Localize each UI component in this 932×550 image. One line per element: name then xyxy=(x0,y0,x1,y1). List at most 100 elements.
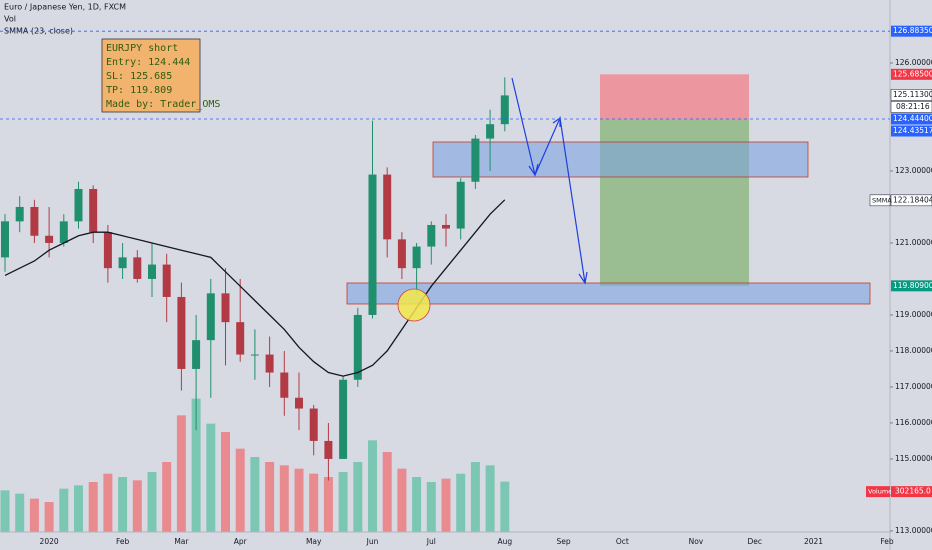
candle-body xyxy=(353,314,362,380)
volume-bar xyxy=(353,462,363,532)
volume-bar xyxy=(382,452,392,532)
x-tick-label: Sep xyxy=(557,537,571,546)
forecast-path xyxy=(511,77,586,284)
candle-body xyxy=(1,221,9,258)
volume-bar xyxy=(88,482,98,532)
volume-bar xyxy=(44,502,54,532)
price-label-bg xyxy=(891,68,932,80)
price-label: 122.184048 xyxy=(893,195,932,204)
y-tick-label: 118.000000 xyxy=(895,346,932,355)
candle-body xyxy=(250,354,259,356)
volume-bar xyxy=(368,440,377,532)
volume-bar xyxy=(323,477,333,532)
price-label-bg xyxy=(891,113,932,125)
symbol-title: Euro / Japanese Yen, 1D, FXCM xyxy=(4,3,126,12)
highlight-circle xyxy=(397,288,431,322)
candle-body xyxy=(456,181,465,229)
candle-body xyxy=(442,224,450,229)
x-tick-label: 2020 xyxy=(40,537,59,546)
price-label-bg xyxy=(891,125,932,137)
candle-body xyxy=(162,264,171,297)
note-line: Made by: Trader_OMS xyxy=(106,99,220,110)
volume-bar xyxy=(118,477,128,532)
stop-zone xyxy=(600,74,749,119)
candle-body xyxy=(486,124,495,139)
y-tick-label: 113.000000 xyxy=(895,526,932,535)
y-tick-label: 121.000000 xyxy=(895,238,932,247)
volume-bar xyxy=(412,477,422,532)
volume-bar xyxy=(250,457,260,532)
candle-body xyxy=(89,188,98,233)
volume-bar xyxy=(59,488,69,532)
volume-bar xyxy=(147,472,157,532)
candle-body xyxy=(427,224,436,247)
note-line: TP: 119.809 xyxy=(106,85,172,96)
x-tick-label: 2021 xyxy=(804,537,823,546)
candle-body xyxy=(206,293,215,341)
candle-body xyxy=(295,397,303,409)
volume-bar xyxy=(426,482,436,532)
volume-tag: Volume xyxy=(868,488,892,496)
countdown-bg xyxy=(890,101,932,113)
volume-bar xyxy=(206,423,216,532)
countdown: 08:21:16 xyxy=(896,102,930,111)
volume-bar xyxy=(309,473,319,532)
y-tick-label: 119.000000 xyxy=(895,310,932,319)
x-tick-label: Nov xyxy=(689,537,704,546)
candle-body xyxy=(397,239,406,269)
price-label-bg xyxy=(890,194,932,207)
price-label: 125.685000 xyxy=(893,69,932,78)
note-box xyxy=(101,38,201,113)
volume-bar xyxy=(397,468,407,532)
volume-bar xyxy=(103,473,113,532)
y-tick-label: 117.000000 xyxy=(895,382,932,391)
x-tick-label: Mar xyxy=(174,537,189,546)
candle-body xyxy=(221,293,230,323)
plot xyxy=(0,77,510,532)
volume-bar xyxy=(176,415,186,532)
volume-bar xyxy=(485,465,495,532)
volume-bar xyxy=(74,485,83,532)
note-line: EURJPY short xyxy=(106,43,178,54)
y-tick-label: 115.000000 xyxy=(895,454,932,463)
tag-bg xyxy=(869,194,891,207)
volume-bar xyxy=(162,462,172,532)
arrow-heads xyxy=(528,116,588,285)
volume-label: 302165.0 xyxy=(895,487,931,496)
y-tick-label: 123.000000 xyxy=(895,166,932,175)
volume-label-bg xyxy=(891,486,932,498)
price-label-bg xyxy=(891,280,932,292)
candle-body xyxy=(59,221,68,243)
candle-body xyxy=(148,264,156,279)
x-tick-label: Oct xyxy=(616,537,629,546)
candle-body xyxy=(368,174,377,315)
price-label-bg xyxy=(891,25,932,37)
candle-body xyxy=(177,296,186,369)
volume-bar xyxy=(29,498,39,532)
candle-body xyxy=(339,379,348,459)
price-label: 126.883500 xyxy=(893,26,932,35)
candle-body xyxy=(412,246,421,269)
volume-bar xyxy=(15,493,25,532)
candle-body xyxy=(236,322,245,355)
candle-body xyxy=(324,440,333,459)
volume-bar xyxy=(279,465,289,532)
candle-body xyxy=(192,340,201,369)
candle-body xyxy=(471,138,480,182)
candle-body xyxy=(45,235,54,243)
note-line: SL: 125.685 xyxy=(106,71,172,82)
candle-body xyxy=(133,257,142,279)
x-tick-label: Feb xyxy=(116,537,130,546)
candle-body xyxy=(118,257,127,269)
candle-body xyxy=(500,95,509,125)
y-tick-label: 116.000000 xyxy=(895,418,932,427)
candle-body xyxy=(103,232,112,269)
candle-body xyxy=(383,174,392,240)
volume-bar xyxy=(235,448,245,532)
price-label-bg xyxy=(890,89,932,101)
price-label: 119.809000 xyxy=(893,281,932,290)
x-tick-label: May xyxy=(306,537,322,546)
price-label: 124.444000 xyxy=(893,114,932,123)
